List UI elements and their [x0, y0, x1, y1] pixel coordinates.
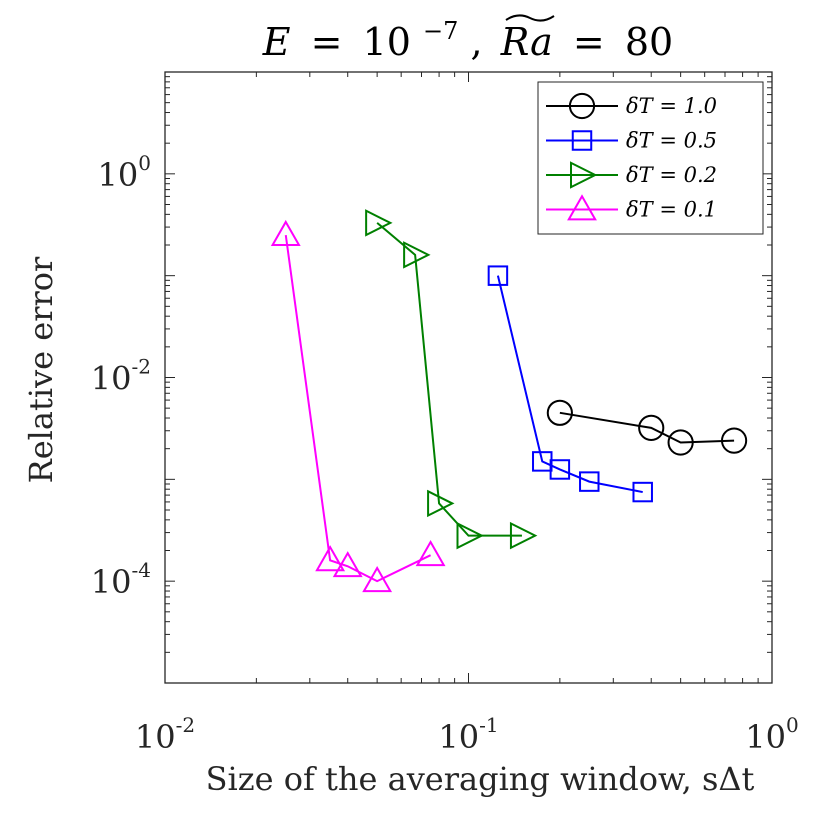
- data-point: [332, 551, 363, 578]
- legend-label: δT = 0.5: [626, 129, 717, 153]
- legend-label: δT = 0.2: [626, 163, 717, 187]
- title-sep: ,: [471, 20, 483, 64]
- axes: 10-2 10-1 100 10-4 10-2 100: [91, 72, 799, 756]
- series-3: [365, 209, 538, 550]
- legend-marker: [571, 130, 593, 151]
- series-line: [559, 411, 735, 444]
- series-line: [284, 235, 432, 583]
- data-point: [415, 539, 446, 567]
- data-point: [315, 545, 346, 572]
- series-4: [270, 219, 446, 593]
- legend-marker: [568, 92, 596, 120]
- data-point: [549, 459, 571, 480]
- x-tick-label: 10-1: [438, 713, 498, 756]
- legend-entry: δT = 1.0: [546, 92, 717, 120]
- legend: δT = 1.0 δT = 0.5 δT = 0.2 δT = 0.1: [537, 81, 764, 235]
- title-value: 80: [625, 20, 673, 64]
- data-point: [667, 429, 694, 456]
- x-tick-label: 10-2: [135, 713, 195, 756]
- data-point: [546, 399, 573, 426]
- data-point: [270, 219, 301, 247]
- data-point: [509, 521, 538, 550]
- title-lhs: E: [262, 20, 291, 64]
- x-tick-label: 100: [745, 713, 798, 756]
- data-point: [638, 414, 665, 441]
- data-point: [720, 427, 748, 454]
- data-point: [632, 481, 653, 503]
- data-point: [427, 489, 455, 518]
- series-1: [546, 399, 748, 456]
- data-point: [362, 565, 393, 593]
- chart-title: E = 10 −7 , Ra = 80: [262, 4, 673, 64]
- series-layer: [270, 209, 748, 593]
- series-line: [376, 222, 522, 537]
- data-point: [487, 265, 509, 286]
- data-point: [579, 471, 600, 492]
- series-2: [487, 265, 653, 503]
- data-point: [456, 521, 484, 550]
- title-exp: −7: [423, 17, 458, 45]
- title-eq1: =: [311, 20, 343, 64]
- y-tick-label: 10-2: [91, 355, 151, 398]
- data-point: [403, 241, 431, 269]
- y-axis-title: Relative error: [22, 256, 60, 483]
- legend-marker: [570, 161, 598, 189]
- legend-marker: [567, 194, 597, 221]
- legend-label: δT = 0.1: [626, 198, 717, 222]
- legend-entry: δT = 0.2: [546, 161, 717, 189]
- x-axis-title: Size of the averaging window, sΔt: [206, 760, 755, 798]
- title-eq2: =: [573, 20, 605, 64]
- legend-label: δT = 1.0: [626, 94, 717, 118]
- data-point: [365, 209, 393, 237]
- legend-entry: δT = 0.5: [546, 129, 717, 153]
- series-line: [496, 275, 643, 494]
- title-ra: Ra: [500, 20, 553, 64]
- legend-entry: δT = 0.1: [546, 194, 717, 222]
- y-tick-label: 10-4: [91, 558, 151, 601]
- title-tilde: [505, 14, 555, 22]
- y-tick-label: 100: [98, 151, 151, 194]
- title-base: 10: [363, 20, 411, 64]
